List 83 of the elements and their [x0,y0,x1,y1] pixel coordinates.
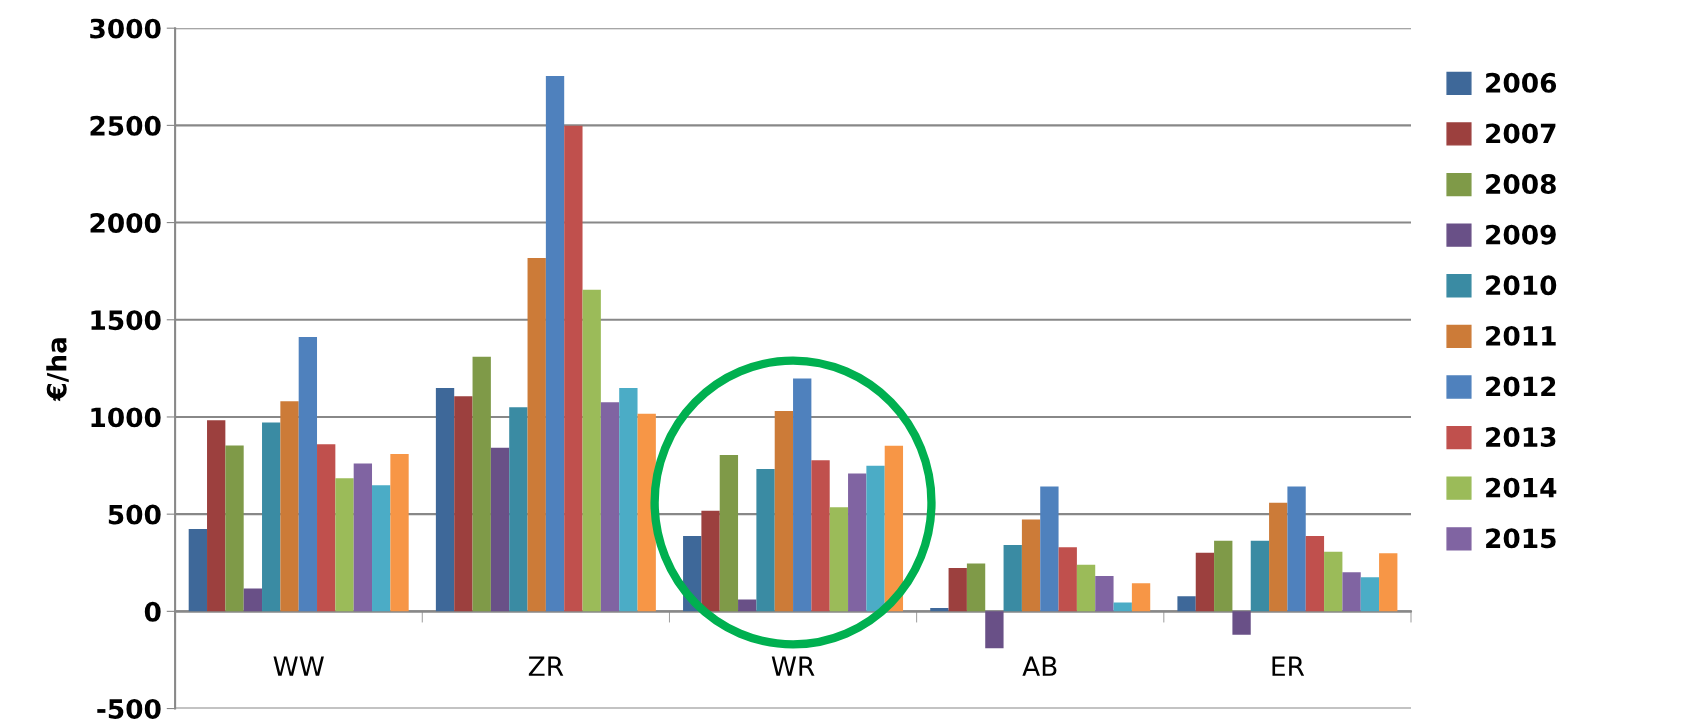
bar [1021,519,1041,612]
bar [985,611,1004,649]
bar [353,463,373,612]
bar [811,460,830,612]
bar [509,407,528,612]
y-tick-label: 0 [144,601,161,622]
bar [1232,611,1251,635]
bar [298,336,318,612]
bar [564,125,583,612]
bar [1379,553,1398,612]
bar [527,257,546,612]
x-tick-label: ZR [528,656,564,676]
legend-label: 2015 [1486,528,1556,549]
bar [866,465,885,612]
bar [262,422,281,612]
bar [1342,572,1361,612]
bar [966,563,986,612]
bar [1095,575,1114,612]
bar [600,402,620,612]
bar [756,469,775,612]
bar [848,473,867,612]
bar [472,356,491,612]
y-axis-title: €/ha [46,338,69,402]
legend-label: 2010 [1486,275,1557,296]
y-tick-label: 1500 [91,310,161,331]
legend-label: 2009 [1486,224,1556,245]
bar [188,528,208,612]
bar [1360,577,1380,612]
bar [701,510,720,612]
bar [829,507,849,612]
bar [1003,545,1022,612]
bar [225,445,244,612]
x-tick-label: WR [771,656,815,676]
bar [1113,602,1132,612]
x-tick-label: WW [273,656,324,676]
x-tick-label: AB [1022,656,1057,676]
x-tick-label: ER [1272,656,1305,676]
bar [1269,502,1288,612]
bar [1287,486,1306,612]
bar [372,485,391,612]
bar [1324,551,1343,612]
y-tick-label: 2000 [90,213,161,233]
legend-label: 2013 [1486,427,1556,448]
y-tick-label: 500 [108,504,161,525]
bar [930,608,949,612]
bar [1305,535,1325,612]
bar [738,599,757,612]
bar [884,445,904,612]
bar [1214,540,1233,612]
legend-label: 2006 [1486,72,1557,93]
legend-label: 2007 [1486,123,1556,144]
bar [774,410,794,612]
bar [335,478,354,612]
bar [1076,564,1096,612]
bar [545,76,565,612]
bar [637,413,656,612]
legend-label: 2008 [1486,174,1556,195]
bar [948,568,967,612]
y-tick-label: -500 [97,698,161,719]
bar [390,453,409,612]
bar [490,447,510,612]
y-tick-label: 2500 [90,115,161,136]
legend-label: 2014 [1486,477,1557,498]
legend-label: 2012 [1486,376,1556,397]
bar [207,420,226,612]
y-tick-label: 1000 [91,407,161,428]
y-tick-label: 3000 [90,18,161,39]
bar [435,388,455,612]
bar [619,388,638,612]
bar [454,396,473,612]
bar [1131,583,1151,612]
bar [793,378,812,612]
bar [243,588,263,612]
bar [1177,596,1196,612]
bar [1250,540,1270,612]
bar [1040,486,1059,612]
legend-label: 2011 [1486,325,1556,346]
bar [719,455,739,612]
bar [317,444,336,612]
bar [1058,547,1077,612]
bar [1195,552,1215,612]
bar [582,289,601,612]
bar [280,401,299,612]
